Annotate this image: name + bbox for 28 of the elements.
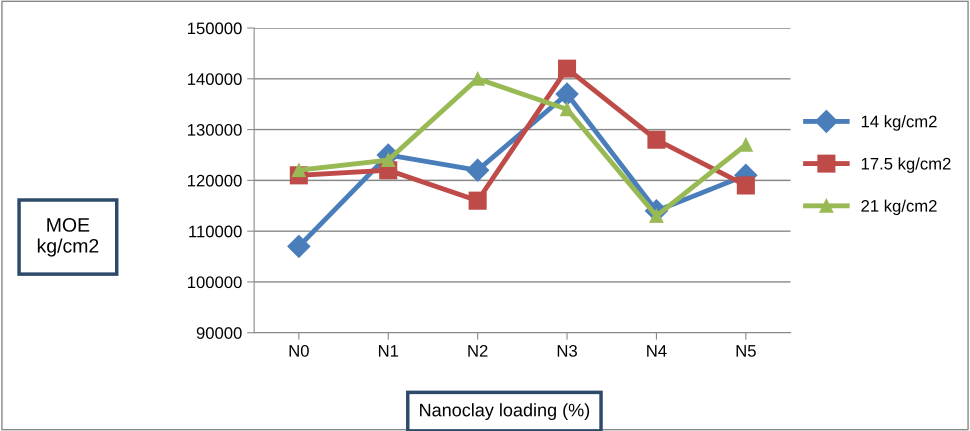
legend-label: 17.5 kg/cm2	[862, 157, 950, 173]
x-tick-label: N0	[290, 344, 309, 357]
legend-label: 14 kg/cm2	[862, 115, 937, 131]
y-tick-label: 150000	[188, 22, 242, 34]
x-tick-label: N1	[378, 345, 398, 357]
x-tick-label: N2	[468, 344, 488, 357]
x-tick-label: N5	[736, 345, 756, 357]
point	[647, 130, 666, 149]
point	[556, 82, 579, 106]
point	[287, 234, 310, 258]
point	[736, 176, 755, 194]
y-tick-label: 100000	[188, 276, 242, 288]
point	[738, 138, 753, 152]
point	[560, 102, 574, 116]
point	[468, 192, 487, 210]
y-tick-label: 140000	[188, 73, 242, 86]
point	[381, 153, 396, 168]
y-tick-label: 120000	[188, 174, 242, 187]
point	[466, 158, 490, 182]
y-axis-title: MOE kg/cm2	[38, 218, 98, 257]
y-tick-label: 90000	[196, 327, 242, 339]
point	[558, 60, 576, 78]
x-tick-label: N3	[558, 344, 577, 357]
x-tick-label: N4	[647, 345, 667, 357]
y-tick-label: 110000	[189, 226, 242, 238]
x-axis-title: Nanoclay loading (%)	[420, 403, 590, 420]
legend-label: 21 kg/cm2	[861, 200, 937, 216]
y-tick-label: 130000	[188, 124, 242, 136]
